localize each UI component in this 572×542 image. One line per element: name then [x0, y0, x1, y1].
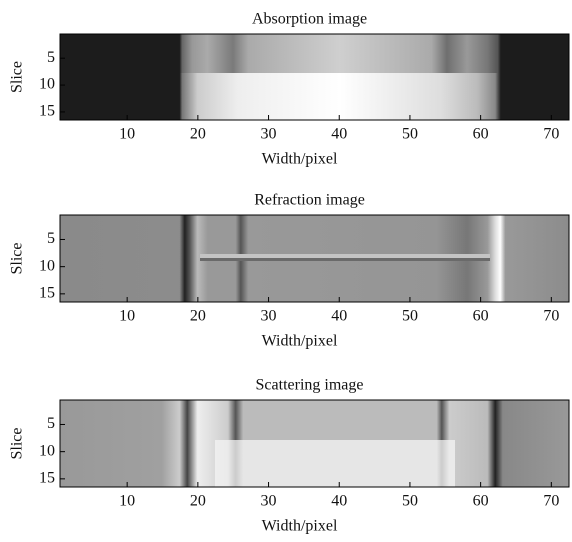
x-tick-label: 50 [402, 126, 418, 143]
x-tick-label: 10 [119, 308, 135, 325]
figure: Absorption image Width/pixel Slice 10 20 30 40… [0, 0, 572, 542]
x-axis-label: Width/pixel [262, 518, 338, 535]
x-tick-label: 70 [543, 308, 559, 325]
x-tick-label: 30 [261, 493, 277, 510]
image-scattering [60, 400, 569, 487]
image-absorption [60, 34, 569, 120]
y-tick-label: 15 [39, 470, 55, 487]
x-tick-label: 40 [331, 493, 347, 510]
y-tick-label: 10 [39, 442, 55, 459]
y-tick-label: 5 [47, 49, 55, 66]
x-tick-label: 30 [261, 126, 277, 143]
x-tick-label: 60 [473, 308, 489, 325]
y-axis-label: Slice [9, 428, 26, 460]
panel-title: Refraction image [254, 192, 365, 209]
image-refraction [60, 215, 569, 302]
x-axis-label: Width/pixel [262, 333, 338, 350]
y-tick-label: 5 [47, 230, 55, 247]
x-tick-label: 20 [190, 308, 206, 325]
page: {"chart_data": [ {"type": "image", "titl… [0, 0, 572, 542]
x-tick-label: 60 [473, 126, 489, 143]
x-axis-label: Width/pixel [262, 151, 338, 168]
x-tick-label: 70 [543, 126, 559, 143]
x-tick-label: 50 [402, 308, 418, 325]
x-tick-label: 20 [190, 493, 206, 510]
x-tick-label: 40 [331, 126, 347, 143]
x-tick-label: 10 [119, 493, 135, 510]
x-tick-label: 50 [402, 493, 418, 510]
x-tick-label: 40 [331, 308, 347, 325]
x-tick-label: 70 [543, 493, 559, 510]
y-tick-label: 15 [39, 103, 55, 120]
panel-title: Scattering image [256, 377, 364, 394]
x-tick-label: 30 [261, 308, 277, 325]
x-tick-label: 10 [119, 126, 135, 143]
y-tick-label: 15 [39, 285, 55, 302]
y-tick-label: 10 [39, 257, 55, 274]
x-tick-label: 20 [190, 126, 206, 143]
x-tick-label: 60 [473, 493, 489, 510]
panel-title: Absorption image [252, 11, 367, 28]
y-axis-label: Slice [9, 243, 26, 275]
y-tick-label: 5 [47, 415, 55, 432]
y-tick-label: 10 [39, 76, 55, 93]
y-axis-label: Slice [9, 61, 26, 93]
